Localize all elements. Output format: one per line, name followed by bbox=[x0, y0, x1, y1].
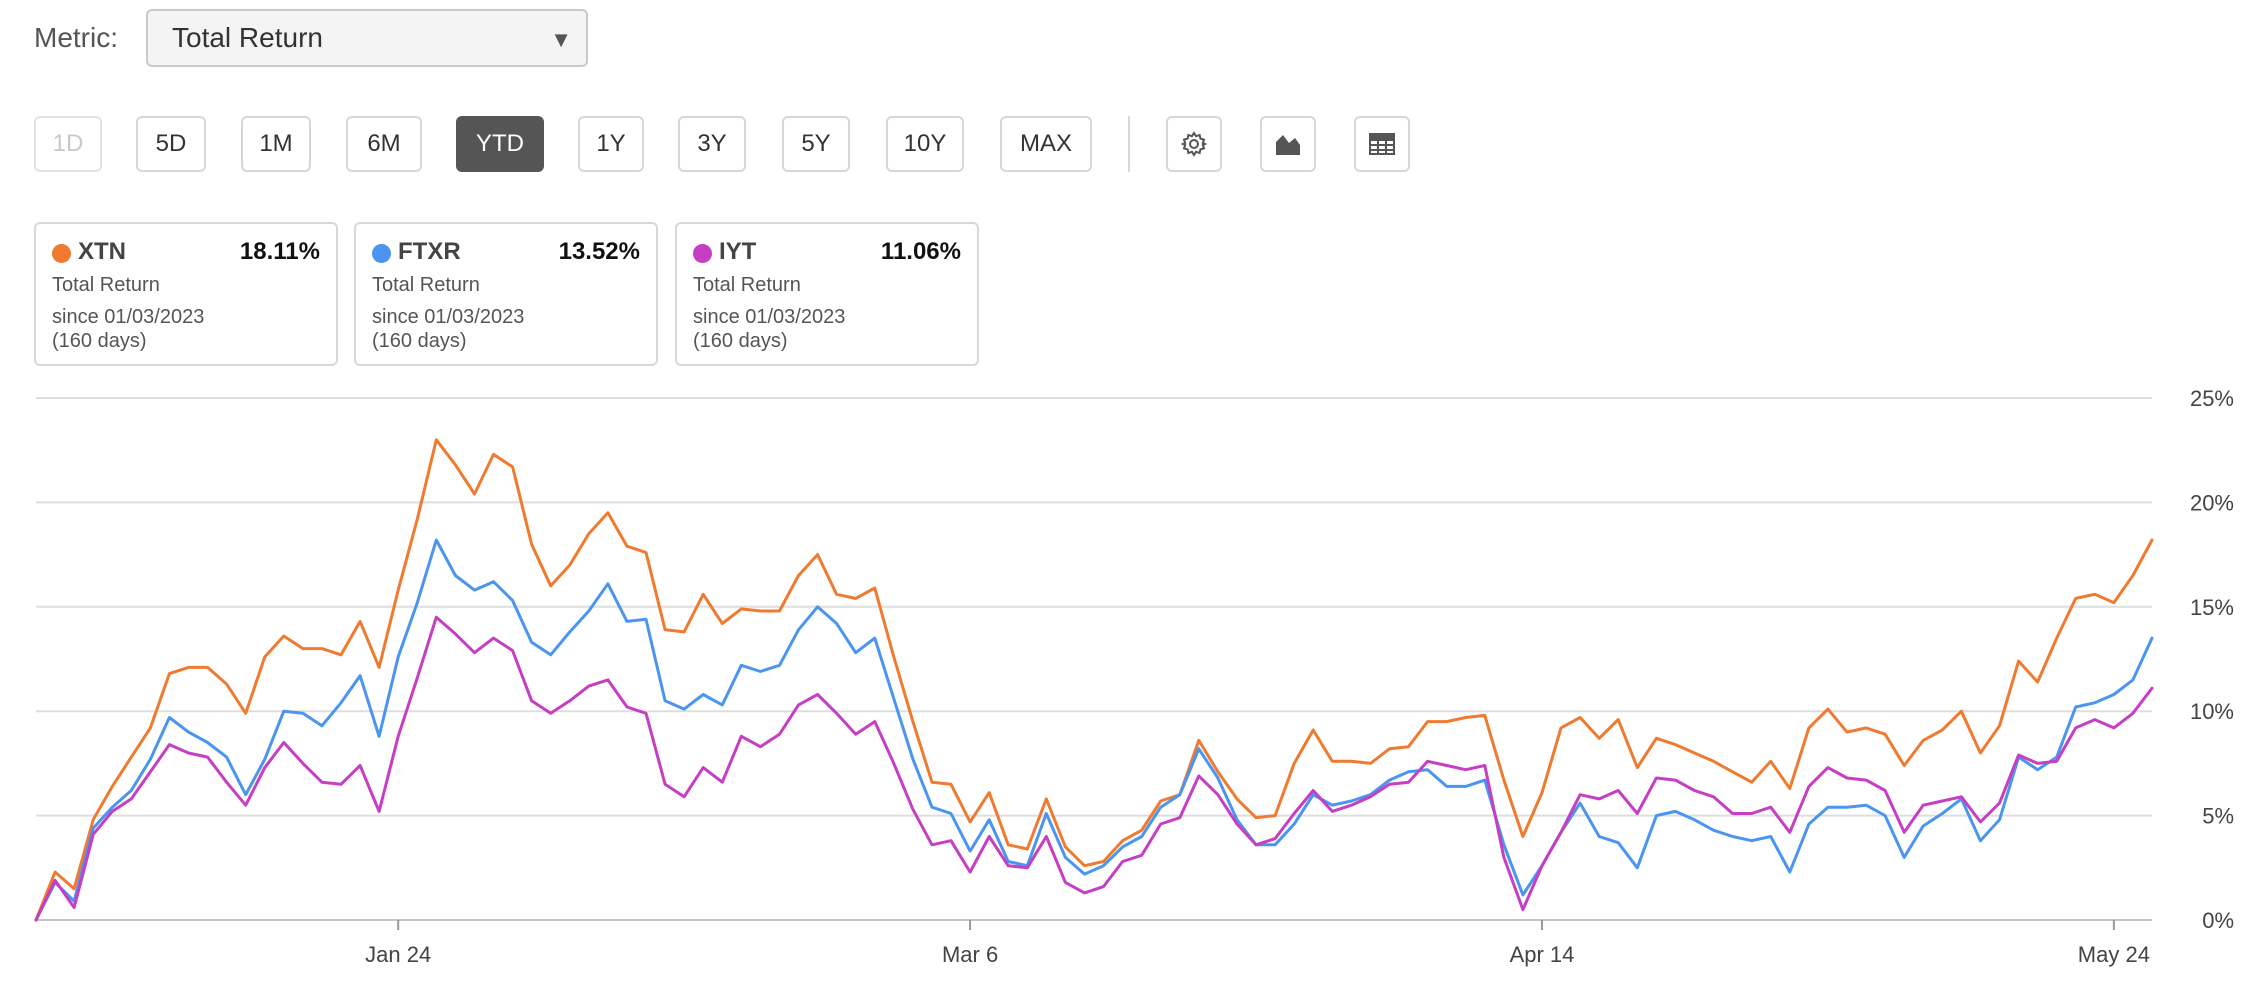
y-tick-label: 0% bbox=[2202, 908, 2234, 933]
card-value: 11.06% bbox=[880, 238, 961, 265]
metric-row: Metric: Total Return ▼ bbox=[34, 8, 588, 68]
series-line-ftxr[interactable] bbox=[34, 538, 2154, 922]
card-value: 13.52% bbox=[558, 238, 640, 265]
x-tick-label: Apr 14 bbox=[1510, 942, 1575, 967]
range-button-10y[interactable]: 10Y bbox=[886, 116, 964, 172]
range-button-6m[interactable]: 6M bbox=[346, 116, 422, 172]
range-button-1d[interactable]: 1D bbox=[34, 116, 102, 172]
mountain-chart-icon bbox=[1276, 135, 1300, 155]
metric-dropdown-value: Total Return bbox=[172, 22, 323, 53]
total-return-chart[interactable]: 0% 5% 10% 15% 20% 25% Jan 24 Mar 6 Apr 14 May 24 bbox=[0, 370, 2264, 988]
y-tick-label: 20% bbox=[2190, 490, 2234, 515]
card-symbol[interactable]: XTN bbox=[78, 238, 126, 265]
card-metric: Total Return bbox=[372, 274, 480, 296]
range-button-1y[interactable]: 1Y bbox=[578, 116, 644, 172]
caret-down-icon: ▼ bbox=[550, 27, 572, 52]
legend-dot-xtn bbox=[52, 244, 71, 263]
card-symbol[interactable]: IYT bbox=[719, 238, 757, 265]
range-button-max[interactable]: MAX bbox=[1000, 116, 1092, 172]
chart-type-button[interactable] bbox=[1260, 116, 1316, 172]
card-since: since 01/03/2023 bbox=[693, 306, 846, 328]
metric-dropdown[interactable]: Total Return ▼ bbox=[146, 9, 588, 67]
range-button-3y[interactable]: 3Y bbox=[678, 116, 746, 172]
y-tick-label: 5% bbox=[2202, 804, 2234, 829]
range-button-1m[interactable]: 1M bbox=[241, 116, 311, 172]
summary-card-xtn: XTN 18.11% Total Return since 01/03/2023… bbox=[34, 222, 338, 366]
range-button-5y[interactable]: 5Y bbox=[782, 116, 850, 172]
series-line-iyt[interactable] bbox=[34, 615, 2154, 922]
legend-dot-iyt bbox=[693, 244, 712, 263]
range-button-ytd[interactable]: YTD bbox=[456, 116, 544, 172]
card-symbol[interactable]: FTXR bbox=[398, 238, 461, 265]
range-button-5d[interactable]: 5D bbox=[136, 116, 206, 172]
card-metric: Total Return bbox=[693, 274, 801, 296]
metric-label: Metric: bbox=[34, 22, 118, 53]
gear-icon bbox=[1180, 131, 1208, 157]
card-since: since 01/03/2023 bbox=[372, 306, 525, 328]
card-days: (160 days) bbox=[693, 330, 788, 352]
card-value: 18.11% bbox=[239, 238, 320, 265]
y-tick-label: 10% bbox=[2190, 699, 2234, 724]
card-since: since 01/03/2023 bbox=[52, 306, 205, 328]
card-metric: Total Return bbox=[52, 274, 160, 296]
settings-button[interactable] bbox=[1166, 116, 1222, 172]
y-tick-label: 15% bbox=[2190, 595, 2234, 620]
toolbar-divider bbox=[1128, 116, 1130, 172]
x-tick-label: May 24 bbox=[2078, 942, 2150, 967]
table-view-button[interactable] bbox=[1354, 116, 1410, 172]
card-days: (160 days) bbox=[52, 330, 147, 352]
summary-card-iyt: IYT 11.06% Total Return since 01/03/2023… bbox=[675, 222, 979, 366]
table-icon bbox=[1369, 133, 1395, 155]
series-line-xtn[interactable] bbox=[34, 438, 2154, 922]
summary-card-ftxr: FTXR 13.52% Total Return since 01/03/202… bbox=[354, 222, 658, 366]
legend-dot-ftxr bbox=[372, 244, 391, 263]
y-tick-label: 25% bbox=[2190, 386, 2234, 411]
card-days: (160 days) bbox=[372, 330, 467, 352]
x-tick-label: Jan 24 bbox=[365, 942, 431, 967]
x-tick-label: Mar 6 bbox=[942, 942, 998, 967]
